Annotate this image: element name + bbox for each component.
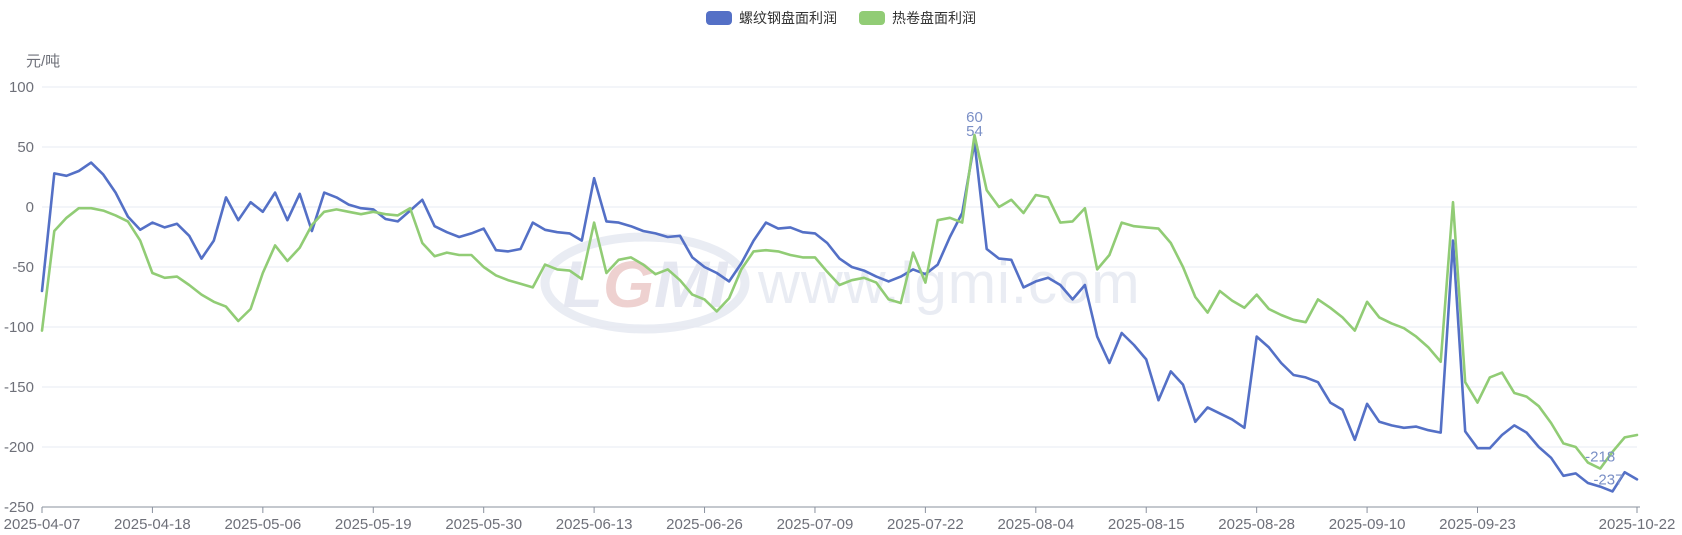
y-axis-tick-label: 0 xyxy=(26,199,34,216)
point-value-label: 60 xyxy=(966,109,983,126)
rebar-series-swatch-icon xyxy=(706,11,732,25)
y-axis-tick-label: -250 xyxy=(4,499,34,516)
x-axis-tick-label: 2025-06-13 xyxy=(556,516,633,533)
x-axis-tick-label: 2025-09-23 xyxy=(1439,516,1516,533)
x-axis-tick-label: 2025-08-04 xyxy=(997,516,1074,533)
point-value-label: -218 xyxy=(1585,449,1615,466)
x-axis-tick-label: 2025-10-22 xyxy=(1599,516,1676,533)
y-axis-unit-label: 元/吨 xyxy=(26,53,61,70)
watermark-logo-text: LGMI xyxy=(563,247,730,321)
watermark-logo-ellipse-icon xyxy=(540,232,750,334)
y-axis-tick-label: -200 xyxy=(4,439,34,456)
x-axis-tick-label: 2025-05-19 xyxy=(335,516,412,533)
x-axis-tick-label: 2025-09-10 xyxy=(1329,516,1406,533)
hot-coil-series-swatch-icon xyxy=(859,11,885,25)
x-axis: 2025-04-07 2025-04-18 2025-05-06 2025-05-19… xyxy=(4,506,1676,533)
x-axis-tick-label: 2025-07-22 xyxy=(887,516,964,533)
series-line-rebar-profit[interactable] xyxy=(40,140,1639,493)
legend-label-rebar: 螺纹钢盘面利润 xyxy=(739,10,837,26)
y-axis-tick-label: -100 xyxy=(4,319,34,336)
y-axis: 100 50 0 -50 -100 -150 -200 -250 xyxy=(4,79,34,516)
watermark-site-text: www.lgmi.com xyxy=(757,251,1141,316)
y-axis-tick-label: -150 xyxy=(4,379,34,396)
x-axis-tick-label: 2025-04-18 xyxy=(114,516,191,533)
legend-item-hot-coil-profit[interactable]: 热卷盘面利润 xyxy=(859,8,976,28)
legend-label-hot-coil: 热卷盘面利润 xyxy=(892,10,976,26)
point-value-label: 54 xyxy=(966,123,983,140)
y-axis-tick-label: 50 xyxy=(17,139,34,156)
x-axis-tick-label: 2025-07-09 xyxy=(777,516,854,533)
legend-item-rebar-profit[interactable]: 螺纹钢盘面利润 xyxy=(706,8,837,28)
y-axis-tick-label: -50 xyxy=(12,259,34,276)
x-axis-tick-label: 2025-08-15 xyxy=(1108,516,1185,533)
legend: 螺纹钢盘面利润 热卷盘面利润 xyxy=(706,8,976,28)
point-value-label: -237 xyxy=(1593,471,1623,488)
x-axis-tick-label: 2025-05-30 xyxy=(445,516,522,533)
series-line-hot-coil-profit[interactable] xyxy=(40,133,1639,470)
y-axis-tick-label: 100 xyxy=(9,79,34,96)
x-axis-tick-label: 2025-05-06 xyxy=(224,516,301,533)
x-axis-tick-label: 2025-06-26 xyxy=(666,516,743,533)
lgmi-watermark: LGMI www.lgmi.com xyxy=(540,232,1141,334)
x-axis-tick-label: 2025-04-07 xyxy=(4,516,81,533)
x-axis-tick-label: 2025-08-28 xyxy=(1218,516,1295,533)
